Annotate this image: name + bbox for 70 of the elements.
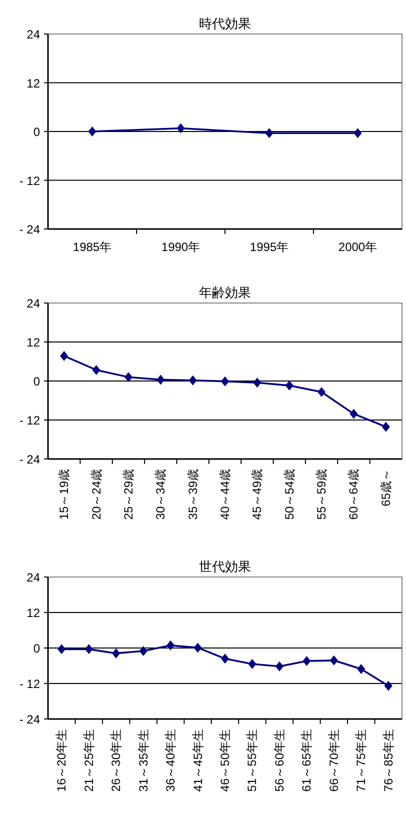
y-tick-label: 24: [26, 570, 40, 584]
x-tick-label: 26～30年生: [109, 729, 124, 792]
x-tick-label: 66～70年生: [326, 729, 341, 792]
x-tick-label: 36～40年生: [164, 729, 178, 792]
y-tick-label: - 12: [19, 174, 40, 188]
y-tick-label: 12: [26, 336, 40, 350]
y-tick-label: - 24: [19, 712, 40, 726]
x-tick-label: 15～19歳: [57, 469, 72, 520]
point: [139, 646, 148, 656]
y-tick-label: - 24: [19, 222, 40, 236]
x-tick-label: 65歳～: [378, 469, 393, 506]
point: [84, 644, 93, 654]
x-tick-label: 1995年: [250, 240, 289, 254]
y-tick-label: - 12: [19, 677, 40, 691]
x-tick-label: 61～65年生: [300, 729, 314, 792]
point: [384, 680, 392, 691]
x-tick-label: 16～20年生: [54, 729, 69, 792]
y-tick-label: 0: [33, 642, 40, 656]
x-tick-label: 30～34歳: [154, 469, 168, 520]
x-tick-label: 46～50年生: [218, 729, 232, 792]
point: [253, 378, 262, 388]
y-tick-label: - 24: [19, 452, 40, 466]
y-tick-label: 24: [26, 296, 40, 310]
point: [275, 661, 284, 672]
x-tick-label: 50～54歳: [282, 469, 296, 520]
y-tick-label: 12: [26, 606, 40, 620]
x-tick-label: 55～59歳: [314, 469, 329, 520]
x-tick-label: 20～24歳: [89, 469, 104, 520]
point: [350, 408, 358, 419]
chart-title: 時代効果: [199, 16, 251, 31]
chart-title: 世代効果: [199, 559, 251, 574]
point: [221, 654, 229, 664]
x-tick-label: 76～85年生: [381, 729, 396, 792]
point: [156, 374, 165, 385]
x-tick-label: 21～25年生: [82, 729, 96, 792]
y-tick-label: 24: [26, 28, 40, 42]
x-tick-label: 45～49歳: [250, 469, 264, 520]
x-tick-label: 56～60年生: [272, 729, 286, 792]
chart-title: 年齢効果: [199, 285, 251, 300]
point: [58, 644, 66, 654]
point: [92, 364, 100, 375]
point: [124, 372, 132, 382]
x-tick-label: 41～45年生: [190, 729, 205, 792]
point: [166, 640, 175, 650]
point: [302, 656, 311, 666]
point: [357, 664, 366, 674]
x-tick-label: 35～39歳: [186, 469, 200, 520]
x-tick-label: 60～64歳: [346, 469, 361, 520]
x-tick-label: 25～29歳: [121, 469, 136, 520]
x-tick-label: 31～35年生: [136, 729, 150, 792]
point: [112, 648, 120, 658]
point: [248, 658, 256, 669]
x-tick-label: 1990年: [161, 240, 200, 254]
point: [221, 376, 229, 386]
x-tick-label: 1985年: [72, 240, 112, 254]
point: [330, 655, 338, 666]
point: [382, 422, 390, 432]
x-tick-label: 71～75年生: [354, 729, 368, 792]
point: [318, 387, 326, 398]
x-tick-label: 40～44歳: [218, 469, 232, 520]
y-tick-label: - 12: [19, 414, 40, 428]
point: [60, 350, 68, 361]
point: [188, 375, 197, 386]
y-tick-label: 12: [26, 76, 40, 90]
point: [194, 642, 202, 653]
x-tick-label: 2000年: [338, 240, 378, 254]
y-tick-label: 0: [33, 125, 40, 139]
y-tick-label: 0: [33, 374, 40, 388]
point: [285, 380, 294, 391]
x-tick-label: 51～55年生: [245, 729, 260, 792]
